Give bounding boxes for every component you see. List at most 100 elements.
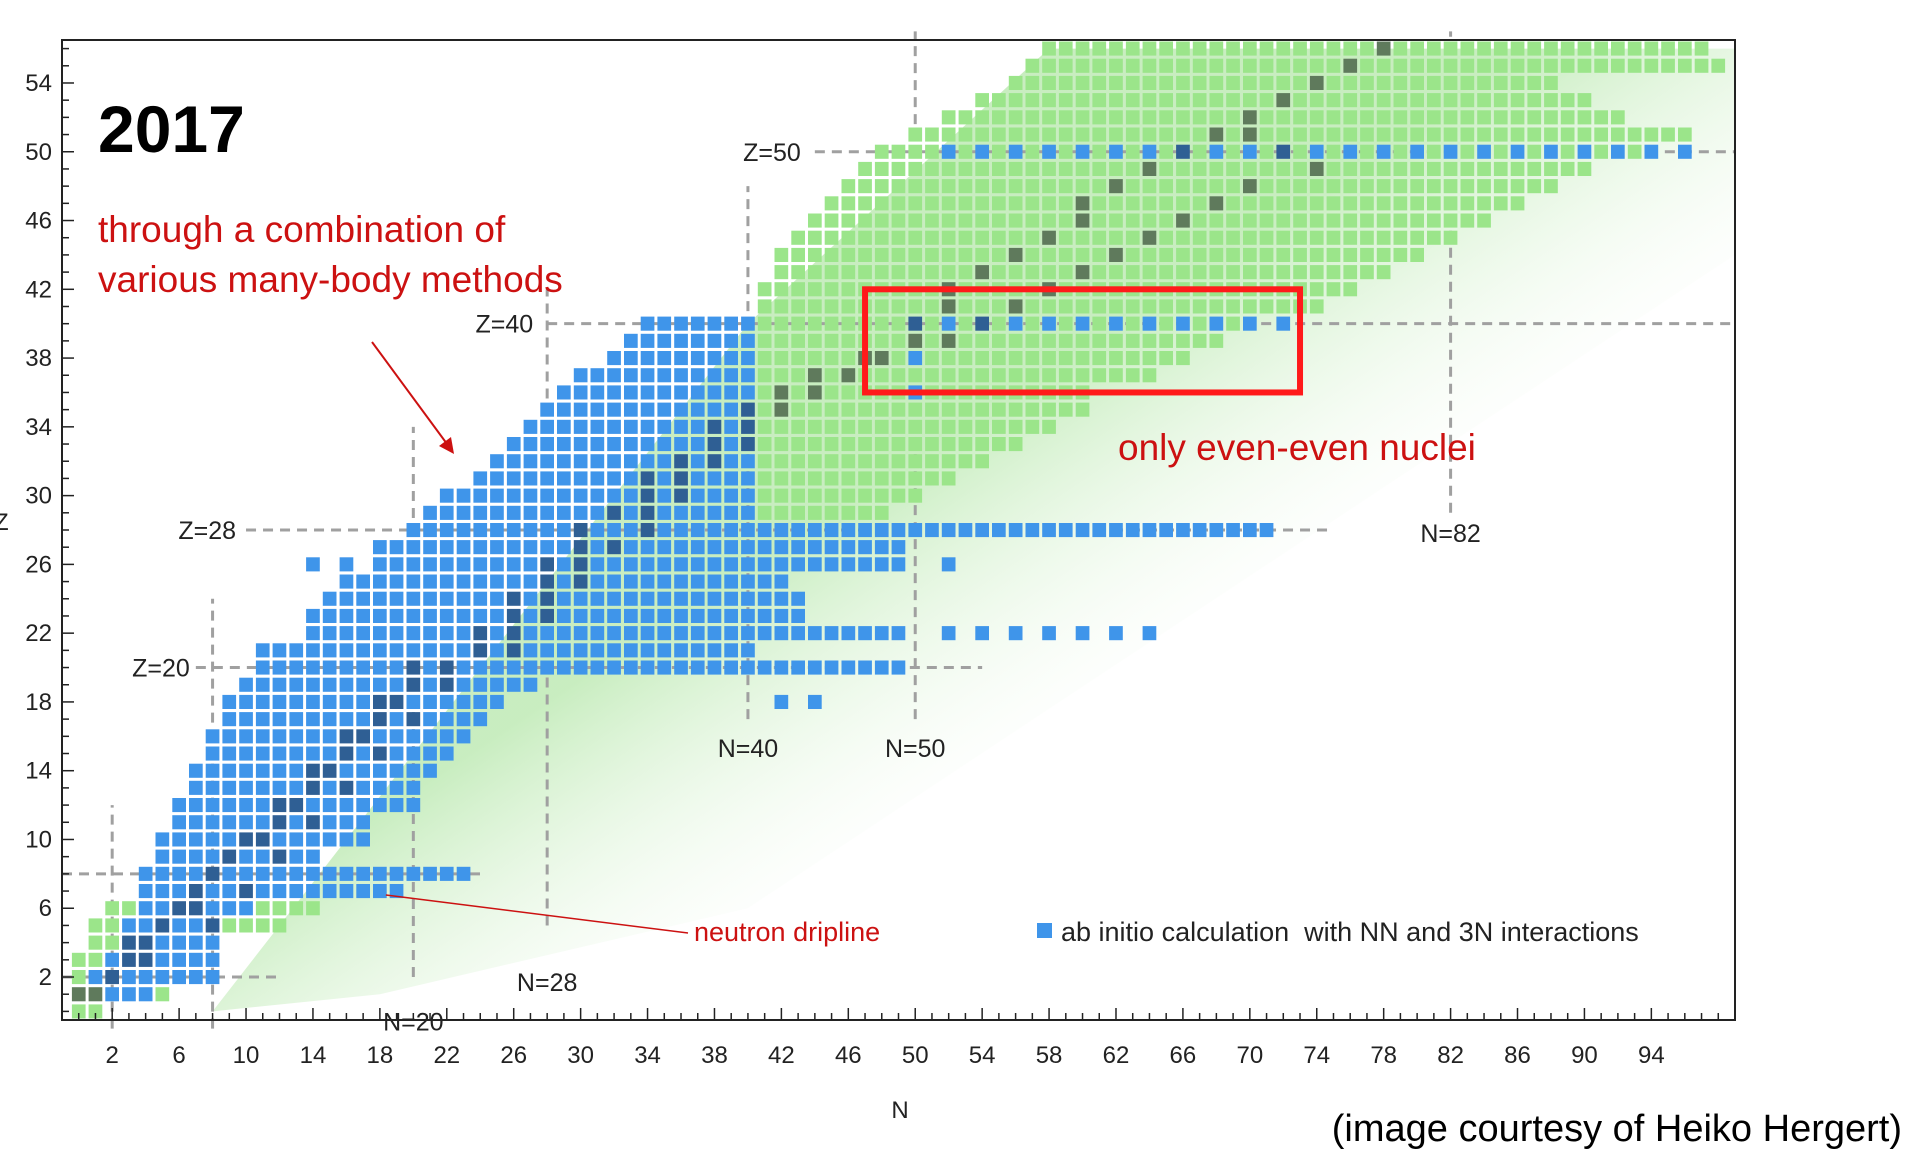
nuclide-cell [155,970,170,985]
nuclide-cell [1376,93,1391,108]
nuclide-cell [724,540,738,555]
nuclide-cell [423,608,437,623]
nuclide-cell [1092,368,1107,383]
nuclide-cell [1326,247,1341,262]
nuclide-cell [1042,626,1056,641]
nuclide-cell [1176,41,1190,56]
nuclide-cell [473,591,488,606]
nuclide-cell [1042,316,1056,331]
nuclide-cell [824,368,839,383]
nuclide-cell [707,608,722,623]
nuclide-cell [624,574,638,589]
nuclide-cell [757,454,772,469]
nuclide-cell [757,523,772,538]
nuclide-cell [941,471,956,486]
nuclide-cell [674,454,688,469]
nuclide-cell [657,626,672,641]
nuclide-cell [1293,110,1307,125]
nuclide-cell [1209,110,1224,125]
nuclide-cell [941,265,956,280]
nuclide-cell [373,540,387,555]
nuclide-cell [1410,144,1424,159]
nuclide-cell [523,660,538,675]
nuclide-cell [1309,110,1324,125]
nuclide-cell [1343,179,1358,194]
nuclide-cell [1025,402,1040,417]
nuclide-cell [1176,351,1190,366]
nuclide-cell [306,780,320,795]
nuclide-cell [908,144,923,159]
nuclide-cell [306,884,320,899]
nuclide-cell [1226,299,1240,314]
nuclide-cell [1460,213,1475,228]
nuclide-cell [1025,58,1040,73]
nuclide-cell [1109,299,1123,314]
nuclide-cell [1142,144,1157,159]
nuclide-cell [1008,213,1023,228]
nuclide-cell [557,419,571,434]
nuclide-cell [1276,144,1291,159]
nuclide-cell [573,660,588,675]
nuclide-cell [1326,144,1341,159]
nuclide-cell [925,144,939,159]
nuclide-cell [189,918,203,933]
nuclide-cell [1343,127,1358,142]
nuclide-cell [607,660,621,675]
nuclide-cell [557,505,571,520]
x-tick-label: 18 [367,1042,394,1069]
nuclide-cell [1209,58,1224,73]
nuclide-cell [1092,523,1107,538]
nuclide-cell [1259,179,1274,194]
nuclide-cell [1075,230,1090,245]
nuclide-cell [373,884,387,899]
nuclide-cell [925,179,939,194]
nuclide-cell [858,557,872,572]
nuclide-cell [1058,523,1073,538]
nuclide-cell [891,660,906,675]
nuclide-cell [289,901,304,916]
nuclide-cell [958,196,973,211]
nuclide-cell [858,247,872,262]
nuclide-cell [322,798,337,813]
nuclide-cell [1276,75,1291,90]
nuclide-cell [607,574,621,589]
nuclide-cell [1293,144,1307,159]
nuclide-cell [389,540,404,555]
nuclide-cell [439,557,454,572]
nuclide-cell [757,333,772,348]
nuclide-cell [1092,179,1107,194]
nuclide-cell [255,746,270,761]
nuclide-cell [657,454,672,469]
x-tick-label: 46 [835,1042,862,1069]
nuclide-cell [1109,196,1123,211]
nuclide-cell [1008,179,1023,194]
nuclide-cell [640,316,655,331]
nuclide-cell [456,694,471,709]
nuclide-cell [523,437,538,452]
nuclide-cell [189,815,203,830]
nuclide-cell [1376,161,1391,176]
nuclide-cell [1142,161,1157,176]
nuclide-cell [339,574,354,589]
nuclide-cell [824,626,839,641]
nuclide-cell [707,574,722,589]
nuclide-cell [975,454,989,469]
nuclide-cell [523,557,538,572]
nuclide-cell [1427,75,1441,90]
nuclide-cell [1209,213,1224,228]
nuclide-cell [205,832,220,847]
nuclide-cell [1644,127,1659,142]
nuclide-cell [958,110,973,125]
nuclide-cell [1293,127,1307,142]
nuclide-cell [824,660,839,675]
nuclide-cell [473,523,488,538]
nuclide-cell [774,402,789,417]
nuclide-cell [339,815,354,830]
nuclide-cell [874,505,889,520]
nuclide-cell [573,643,588,658]
nuclide-cell [1176,213,1190,228]
nuclide-cell [1109,110,1123,125]
nuclide-cell [490,677,504,692]
nuclide-cell [1427,213,1441,228]
